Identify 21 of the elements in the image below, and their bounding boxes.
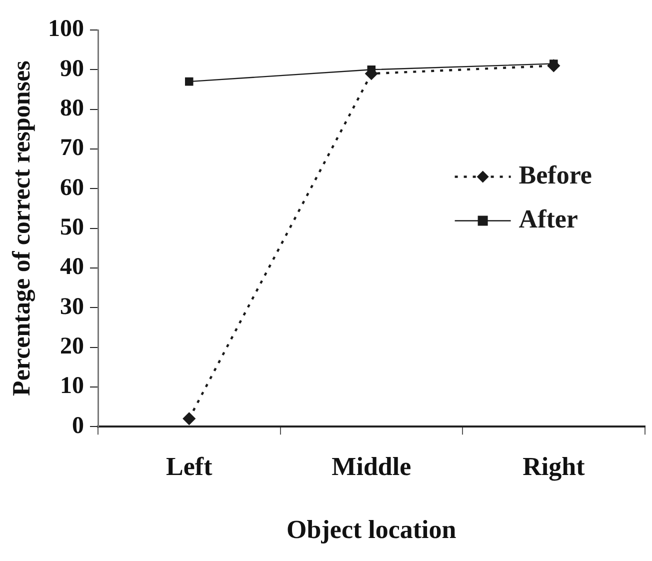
y-tick-label: 100 [48, 16, 84, 42]
x-axis-title: Object location [286, 515, 457, 544]
x-tick-label: Left [166, 452, 213, 481]
y-tick-label: 0 [72, 412, 84, 439]
legend-label: Before [518, 160, 592, 190]
y-tick-label: 30 [60, 294, 84, 320]
point [548, 60, 560, 72]
y-tick-label: 80 [60, 96, 84, 122]
y-tick-label: 70 [60, 135, 84, 162]
y-tick-label: 40 [60, 254, 84, 280]
y-tick-label: 90 [60, 56, 84, 82]
y-tick-label: 10 [60, 373, 84, 400]
point [185, 77, 194, 86]
y-tick-label: 20 [60, 333, 84, 360]
x-tick-label: Middle [332, 452, 412, 481]
y-tick-label: 50 [60, 214, 84, 241]
point [183, 412, 196, 425]
y-axis-title: Percentage of correct responses [8, 60, 36, 396]
x-tick-label: Right [522, 452, 586, 481]
legend-label: After [518, 204, 578, 234]
y-tick-label: 60 [60, 174, 84, 201]
